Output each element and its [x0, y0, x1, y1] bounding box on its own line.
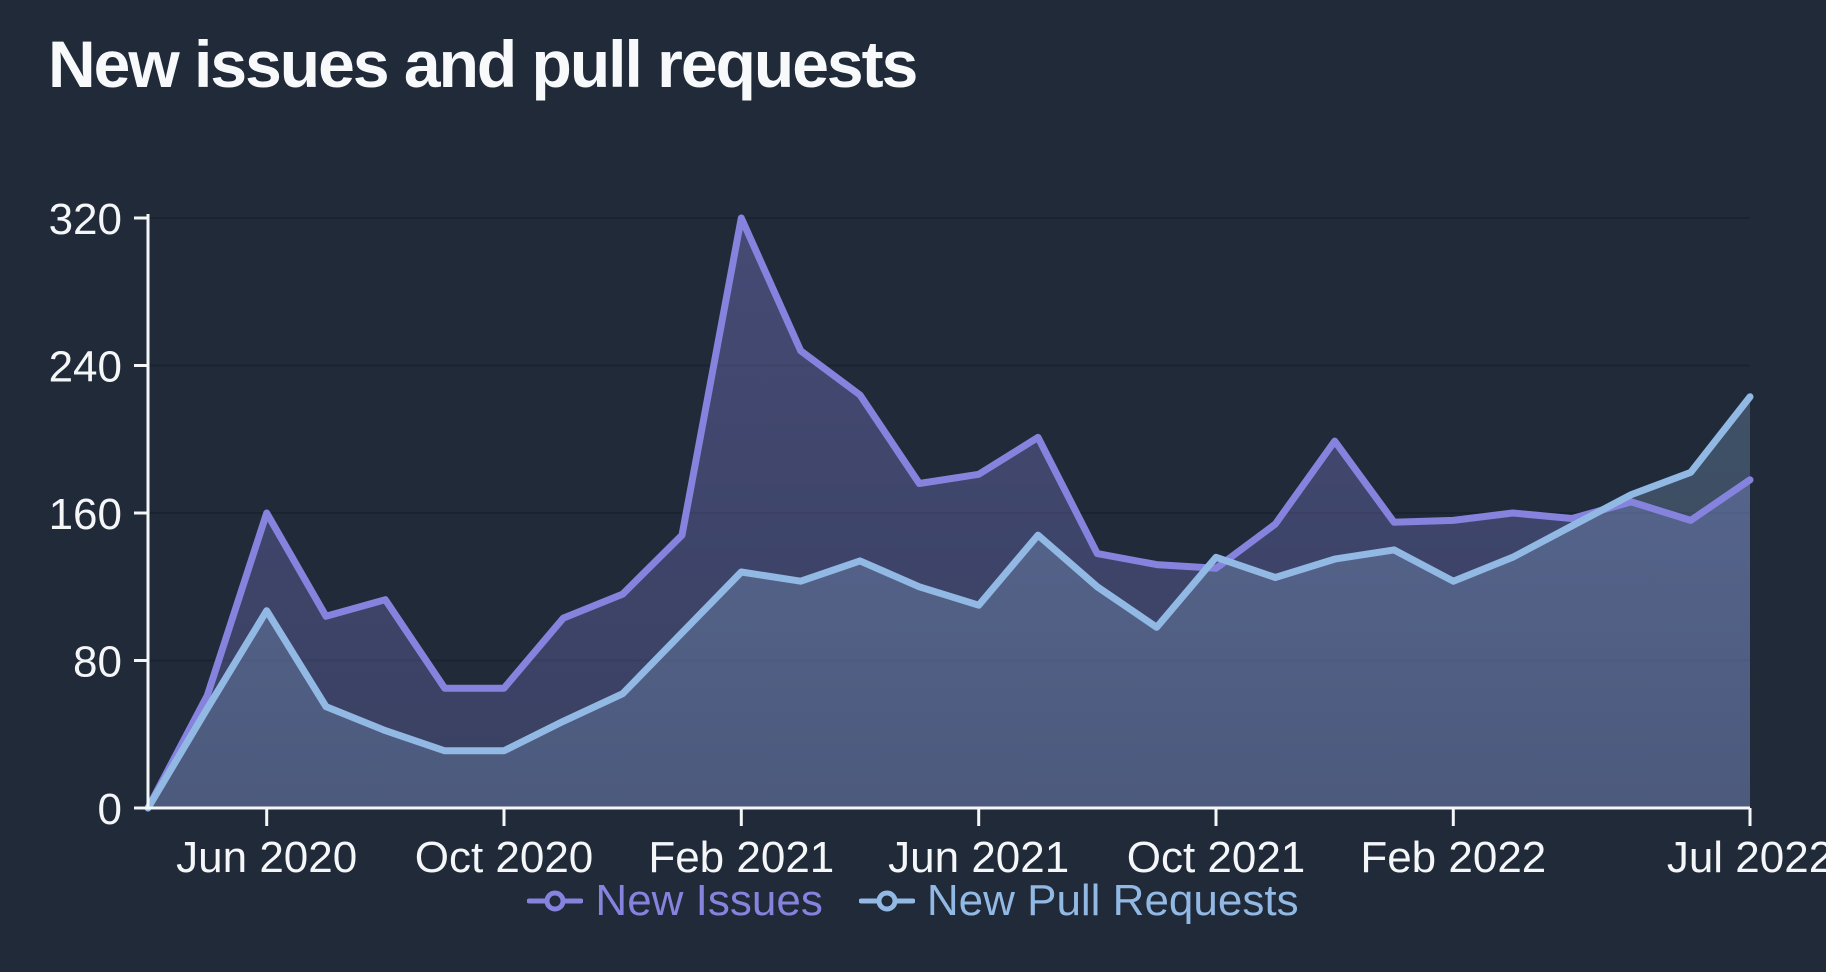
issues-line	[144, 214, 1754, 812]
legend-label: New Issues	[595, 876, 823, 925]
legend-marker-icon	[527, 890, 584, 912]
pull-requests-line	[144, 393, 1754, 812]
legend: New Issues New Pull Requests	[0, 876, 1826, 926]
x-tick-label-3: Jun 2021	[888, 833, 1069, 882]
x-tick-label-1: Oct 2020	[415, 833, 594, 882]
pull-requests-area	[148, 396, 1750, 808]
x-tick-label-6: Jul 2022	[1667, 833, 1826, 882]
y-tick-label-160: 160	[49, 490, 122, 539]
x-tick-label-4: Oct 2021	[1127, 833, 1306, 882]
legend-item-new-issues[interactable]: New Issues	[527, 876, 823, 926]
y-tick-label-320: 320	[49, 195, 122, 244]
y-tick-label-80: 80	[73, 638, 122, 687]
legend-item-new-pull-requests[interactable]: New Pull Requests	[858, 876, 1299, 926]
y-tick-label-0: 0	[98, 785, 122, 834]
x-tick-label-5: Feb 2022	[1360, 833, 1546, 882]
x-tick-label-2: Feb 2021	[648, 833, 834, 882]
y-tick-label-240: 240	[49, 343, 122, 392]
x-tick-label-0: Jun 2020	[176, 833, 357, 882]
page-title: New issues and pull requests	[48, 27, 918, 101]
legend-label: New Pull Requests	[926, 876, 1299, 925]
legend-marker-icon	[858, 890, 915, 912]
